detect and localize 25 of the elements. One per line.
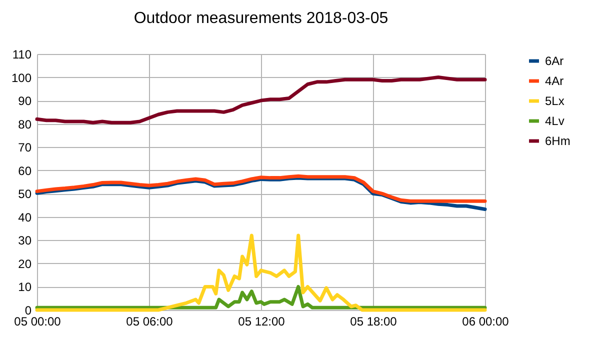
y-tick-label: 70: [18, 140, 32, 155]
y-tick-label: 90: [18, 94, 32, 108]
x-tick-label: 05 00:00: [14, 314, 62, 328]
x-tick-label: 05 12:00: [238, 314, 286, 328]
x-tick-label: 05 18:00: [350, 314, 398, 328]
y-tick-label: 110: [12, 48, 32, 62]
legend-label: 4Ar: [545, 74, 564, 88]
line-series: [35, 76, 487, 124]
legend-label: 6Ar: [545, 54, 564, 68]
y-tick-label: 100: [11, 70, 32, 85]
legend-label: 4Lv: [545, 114, 564, 128]
y-tick-label: 60: [18, 164, 32, 178]
x-tick-label: 05 06:00: [126, 314, 174, 328]
y-tick-label: 0: [24, 304, 32, 318]
x-tick-label: 06 00:00: [462, 314, 510, 328]
y-tick-label: 30: [18, 234, 32, 248]
chart-title: Outdoor measurements 2018-03-05: [134, 10, 388, 27]
y-tick-label: 10: [18, 280, 32, 294]
y-tick-label: 80: [18, 117, 32, 132]
legend-label: 6Hm: [545, 134, 570, 148]
line-series: [35, 174, 487, 203]
y-tick-label: 20: [18, 256, 32, 271]
y-tick-label: 40: [18, 210, 32, 224]
y-tick-label: 50: [18, 187, 32, 202]
legend-label: 5Lx: [545, 94, 564, 108]
